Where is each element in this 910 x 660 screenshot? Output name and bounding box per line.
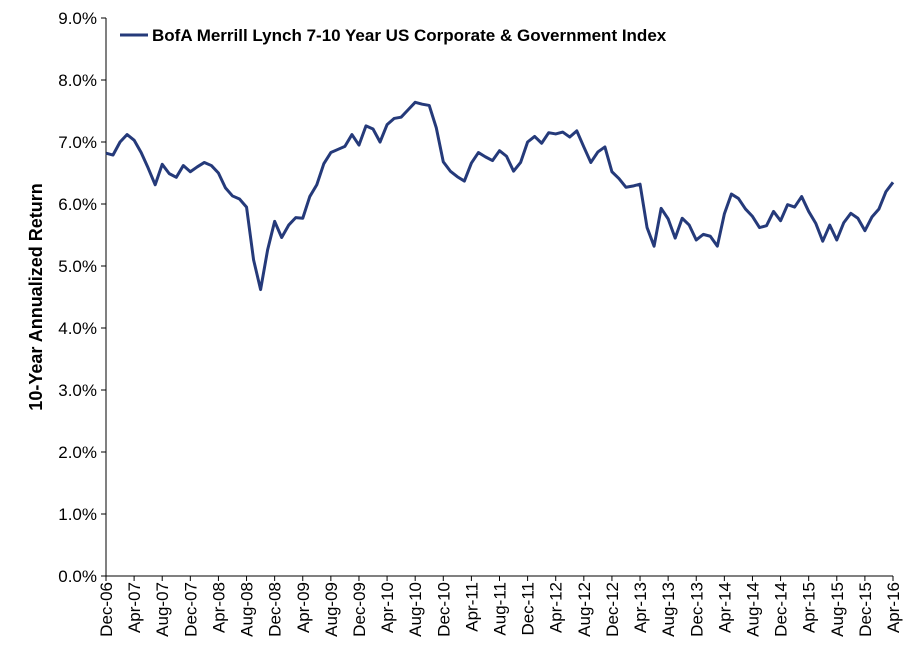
x-tick-label: Dec-11 bbox=[519, 582, 538, 636]
y-tick-label: 4.0% bbox=[58, 319, 97, 338]
y-tick-label: 9.0% bbox=[58, 9, 97, 28]
y-tick-label: 6.0% bbox=[58, 195, 97, 214]
x-tick-label: Dec-09 bbox=[350, 582, 369, 637]
x-tick-label: Apr-16 bbox=[884, 582, 903, 633]
x-tick-label: Dec-10 bbox=[434, 582, 453, 637]
x-tick-label: Apr-15 bbox=[800, 582, 819, 633]
x-tick-label: Apr-14 bbox=[715, 582, 734, 633]
x-tick-label: Aug-15 bbox=[828, 582, 847, 637]
x-tick-label: Apr-09 bbox=[294, 582, 313, 633]
x-tick-label: Dec-07 bbox=[181, 582, 200, 637]
x-tick-label: Aug-09 bbox=[322, 582, 341, 637]
y-axis-title: 10-Year Annualized Return bbox=[26, 183, 46, 410]
x-tick-label: Dec-14 bbox=[772, 582, 791, 637]
x-tick-label: Apr-10 bbox=[378, 582, 397, 633]
x-tick-label: Dec-12 bbox=[603, 582, 622, 637]
y-tick-label: 7.0% bbox=[58, 133, 97, 152]
x-tick-label: Dec-08 bbox=[266, 582, 285, 637]
x-tick-label: Dec-15 bbox=[856, 582, 875, 637]
x-tick-label: Aug-07 bbox=[153, 582, 172, 637]
y-tick-label: 0.0% bbox=[58, 567, 97, 586]
y-tick-label: 5.0% bbox=[58, 257, 97, 276]
x-tick-label: Dec-06 bbox=[97, 582, 116, 637]
y-tick-label: 8.0% bbox=[58, 71, 97, 90]
y-tick-label: 1.0% bbox=[58, 505, 97, 524]
x-tick-label: Aug-13 bbox=[659, 582, 678, 637]
legend-label: BofA Merrill Lynch 7-10 Year US Corporat… bbox=[152, 26, 667, 45]
x-tick-label: Aug-11 bbox=[491, 582, 510, 636]
x-tick-label: Apr-12 bbox=[547, 582, 566, 633]
x-tick-label: Dec-13 bbox=[687, 582, 706, 637]
x-tick-label: Apr-08 bbox=[209, 582, 228, 633]
x-tick-label: Apr-07 bbox=[125, 582, 144, 633]
y-tick-label: 3.0% bbox=[58, 381, 97, 400]
x-tick-label: Apr-11 bbox=[462, 582, 481, 632]
x-tick-label: Aug-12 bbox=[575, 582, 594, 637]
x-tick-label: Aug-14 bbox=[743, 582, 762, 637]
y-tick-label: 2.0% bbox=[58, 443, 97, 462]
x-tick-label: Apr-13 bbox=[631, 582, 650, 633]
x-tick-label: Aug-08 bbox=[238, 582, 257, 637]
data-line bbox=[105, 100, 895, 292]
x-tick-label: Aug-10 bbox=[406, 582, 425, 637]
